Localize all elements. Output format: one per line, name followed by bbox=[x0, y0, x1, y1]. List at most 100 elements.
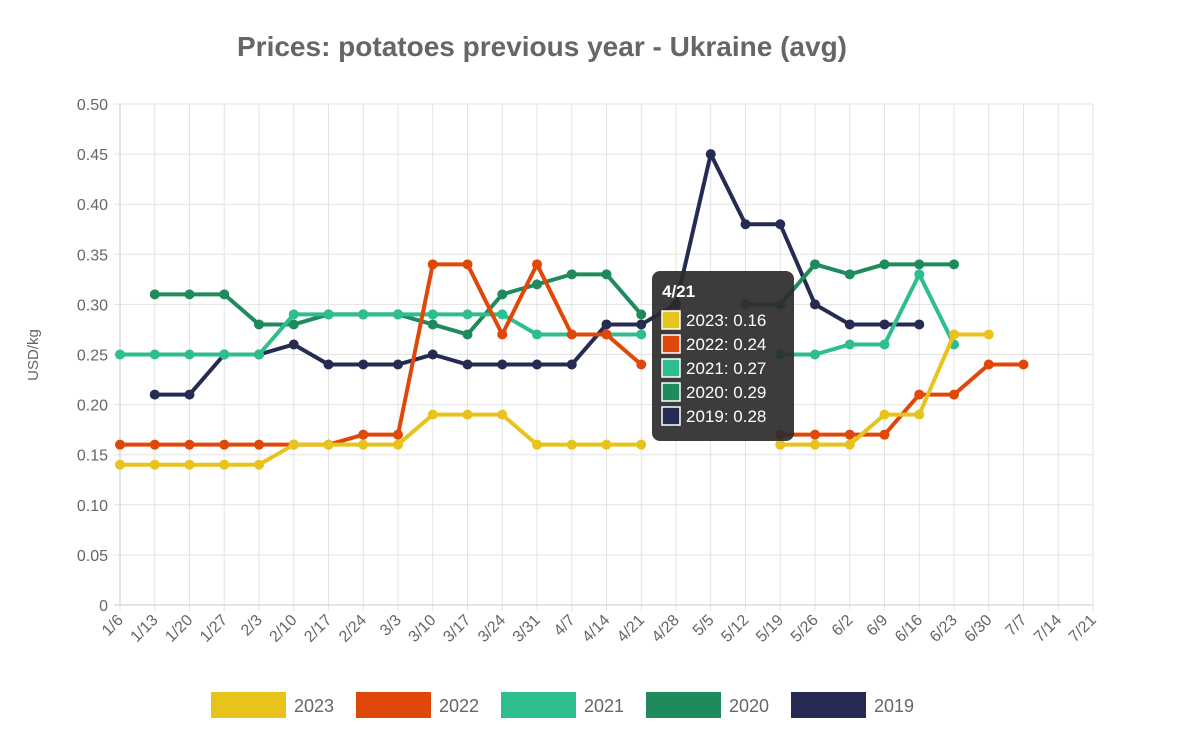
data-point-2022 bbox=[184, 439, 195, 450]
x-axis-ticks: 1/6 1/13 1/20 1/27 2/3 2/10 2/17 2/24 3/3 3/10 3/1… bbox=[99, 612, 1100, 646]
data-point-2022 bbox=[115, 439, 125, 450]
data-point-2019 bbox=[775, 219, 786, 230]
data-point-2022 bbox=[914, 389, 925, 400]
legend-swatch-2020 bbox=[646, 692, 721, 718]
data-point-2019 bbox=[914, 319, 925, 330]
chart-title: Prices: potatoes previous year - Ukraine… bbox=[237, 31, 847, 62]
x-tick-label: 6/23 bbox=[927, 612, 961, 646]
x-tick-label: 3/24 bbox=[475, 612, 509, 646]
data-point-2022 bbox=[844, 429, 855, 440]
series-line-2022 bbox=[778, 362, 1026, 437]
data-point-2023 bbox=[949, 329, 959, 340]
data-point-2023 bbox=[983, 329, 994, 340]
data-point-2020 bbox=[288, 319, 299, 330]
data-point-2023 bbox=[462, 409, 473, 420]
data-point-2021 bbox=[149, 349, 160, 360]
data-point-2021 bbox=[393, 309, 403, 320]
data-point-2022 bbox=[1018, 359, 1029, 370]
data-point-2021 bbox=[914, 269, 925, 280]
legend-label-2022: 2022 bbox=[439, 696, 479, 716]
x-tick-label: 1/20 bbox=[162, 612, 196, 646]
data-point-2021 bbox=[115, 349, 125, 360]
legend-swatch-2023 bbox=[211, 692, 286, 718]
tooltip-item: 2023: 0.16 bbox=[686, 311, 766, 330]
data-point-2022 bbox=[149, 439, 160, 450]
series-line-2022 bbox=[118, 262, 644, 447]
y-tick-label: 0.25 bbox=[77, 348, 108, 365]
data-point-2020 bbox=[497, 289, 508, 300]
data-point-2023 bbox=[288, 439, 299, 450]
x-tick-label: 6/30 bbox=[962, 612, 996, 646]
data-point-2021 bbox=[358, 309, 369, 320]
x-tick-label: 3/3 bbox=[377, 612, 405, 640]
data-point-2022 bbox=[879, 429, 890, 440]
tooltip-item: 2019: 0.28 bbox=[686, 407, 766, 426]
data-point-2023 bbox=[393, 439, 403, 450]
series-line-2023 bbox=[118, 412, 644, 467]
x-tick-label: 3/17 bbox=[440, 612, 474, 646]
x-tick-label: 2/3 bbox=[238, 612, 266, 640]
x-tick-label: 6/16 bbox=[892, 612, 926, 646]
tooltip-background bbox=[652, 271, 794, 441]
data-point-2022 bbox=[566, 329, 577, 340]
y-axis-ticks: 0 0.05 0.10 0.15 0.20 0.25 0.30 0.35 0.40 0.45 0.5… bbox=[77, 97, 108, 615]
x-tick-label: 1/6 bbox=[99, 612, 127, 640]
data-point-2019 bbox=[149, 389, 160, 400]
data-point-2022 bbox=[358, 429, 369, 440]
legend-swatch-2021 bbox=[501, 692, 576, 718]
data-point-2019 bbox=[393, 359, 403, 370]
tooltip-swatch bbox=[661, 406, 681, 426]
y-tick-label: 0.45 bbox=[77, 147, 108, 164]
x-tick-label: 5/12 bbox=[718, 612, 752, 646]
data-point-2021 bbox=[879, 339, 890, 350]
data-point-2022 bbox=[219, 439, 230, 450]
data-point-2021 bbox=[532, 329, 542, 340]
data-point-2019 bbox=[810, 299, 820, 310]
data-point-2023 bbox=[601, 439, 612, 450]
x-tick-label: 7/7 bbox=[1003, 612, 1031, 640]
series-2023 bbox=[115, 329, 994, 470]
x-tick-label: 1/13 bbox=[128, 612, 162, 646]
data-point-2022 bbox=[254, 439, 264, 450]
data-point-2019 bbox=[288, 339, 299, 350]
y-tick-label: 0.35 bbox=[77, 247, 108, 264]
data-point-2021 bbox=[844, 339, 855, 350]
data-point-2023 bbox=[497, 409, 508, 420]
data-point-2023 bbox=[810, 439, 820, 450]
x-tick-label: 5/26 bbox=[788, 612, 822, 646]
data-point-2023 bbox=[879, 409, 890, 420]
x-tick-label: 2/10 bbox=[267, 612, 301, 646]
data-point-2023 bbox=[844, 439, 855, 450]
y-tick-label: 0.15 bbox=[77, 448, 108, 465]
y-tick-label: 0.50 bbox=[77, 97, 108, 114]
y-tick-label: 0.05 bbox=[77, 548, 108, 565]
data-point-2019 bbox=[427, 349, 438, 360]
tooltip-swatch bbox=[661, 358, 681, 378]
data-point-2022 bbox=[983, 359, 994, 370]
data-point-2022 bbox=[636, 359, 647, 370]
data-point-2021 bbox=[810, 349, 820, 360]
x-tick-label: 2/17 bbox=[301, 612, 335, 646]
legend-label-2023: 2023 bbox=[294, 696, 334, 716]
tooltip: 4/21 2023: 0.16 2022: 0.24 2021: 0.27 2020:… bbox=[652, 271, 794, 441]
data-point-2020 bbox=[219, 289, 230, 300]
data-point-2021 bbox=[219, 349, 230, 360]
data-point-2023 bbox=[358, 439, 369, 450]
series-line-2021 bbox=[778, 272, 956, 357]
data-point-2020 bbox=[149, 289, 160, 300]
tooltip-item: 2022: 0.24 bbox=[686, 335, 766, 354]
data-point-2023 bbox=[323, 439, 334, 450]
data-point-2020 bbox=[844, 269, 855, 280]
data-point-2021 bbox=[254, 349, 264, 360]
data-point-2021 bbox=[288, 309, 299, 320]
data-point-2023 bbox=[566, 439, 577, 450]
data-point-2022 bbox=[393, 429, 403, 440]
legend-label-2019: 2019 bbox=[874, 696, 914, 716]
data-point-2023 bbox=[914, 409, 925, 420]
y-tick-label: 0.20 bbox=[77, 398, 108, 415]
x-tick-label: 4/21 bbox=[614, 612, 648, 646]
grid bbox=[114, 103, 1094, 611]
data-point-2022 bbox=[427, 259, 438, 270]
data-point-2019 bbox=[462, 359, 473, 370]
